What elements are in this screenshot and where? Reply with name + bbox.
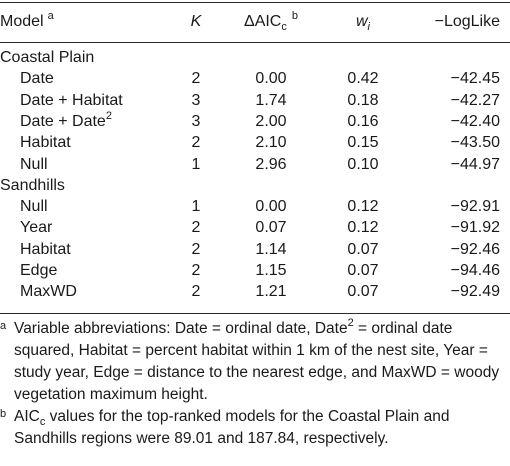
model-name: Null	[20, 155, 48, 173]
weight-value: 0.12	[347, 198, 379, 216]
table-row: Date 2 0.00 0.42 −42.45	[0, 67, 510, 91]
model-name: Habitat	[20, 240, 71, 258]
delta-aicc-value: 1.21	[255, 283, 287, 301]
delta-aicc-value: 2.00	[255, 112, 287, 130]
header-k: K	[190, 13, 202, 30]
table-row: Null 1 0.00 0.12 −92.91	[0, 195, 510, 219]
loglike-value: −44.97	[450, 155, 500, 173]
table-footnotes: a Variable abbreviations: Date = ordinal …	[0, 316, 510, 450]
header-rule	[0, 42, 510, 43]
model-name: Edge	[20, 262, 58, 279]
loglike-value: −92.49	[450, 283, 500, 301]
loglike-value: −43.50	[450, 134, 500, 152]
weight-value: 0.12	[347, 219, 379, 237]
header-model: Model a	[0, 9, 54, 30]
weight-value: 0.18	[347, 91, 379, 109]
weight-value: 0.16	[347, 112, 379, 130]
table-row: Null 1 2.96 0.10 −44.97	[0, 153, 510, 177]
k-value: 1	[191, 198, 201, 216]
model-name: Date + Date2	[20, 109, 112, 130]
k-value: 3	[191, 91, 201, 109]
loglike-value: −42.27	[450, 91, 500, 109]
weight-value: 0.15	[347, 134, 379, 152]
table-row: Date + Date2 3 2.00 0.16 −42.40	[0, 110, 510, 134]
header-weight: wi	[355, 13, 370, 34]
k-value: 1	[191, 155, 201, 173]
table-row: MaxWD 2 1.21 0.07 −92.49	[0, 280, 510, 304]
group-header: Sandhills	[0, 174, 510, 198]
delta-aicc-value: 0.00	[255, 198, 287, 216]
loglike-value: −91.92	[450, 219, 500, 237]
k-value: 3	[191, 112, 201, 130]
loglike-value: −94.46	[450, 262, 500, 279]
delta-aicc-value: 2.10	[255, 134, 287, 152]
table-row: Year 2 0.07 0.12 −91.92	[0, 216, 510, 240]
k-value: 2	[191, 70, 201, 88]
loglike-value: −92.46	[450, 240, 500, 258]
table-header: Model a K ΔAICcb wi −LogLike	[0, 10, 510, 34]
weight-value: 0.10	[347, 155, 379, 173]
delta-aicc-value: 2.96	[255, 155, 287, 173]
model-name: MaxWD	[20, 283, 77, 301]
loglike-value: −92.91	[450, 198, 500, 216]
bottom-rule	[0, 313, 510, 314]
model-name: Null	[20, 198, 48, 216]
table-row: Date + Habitat 3 1.74 0.18 −42.27	[0, 89, 510, 113]
group-label: Sandhills	[0, 176, 65, 194]
k-value: 2	[191, 283, 201, 301]
model-name: Date + Habitat	[20, 91, 123, 109]
group-header: Coastal Plain	[0, 46, 510, 70]
k-value: 2	[191, 134, 201, 152]
loglike-value: −42.40	[450, 112, 500, 130]
weight-value: 0.07	[347, 240, 379, 258]
table-row: Habitat 2 2.10 0.15 −43.50	[0, 131, 510, 155]
group-label: Coastal Plain	[0, 49, 95, 66]
footnote-a: a Variable abbreviations: Date = ordinal …	[0, 316, 500, 403]
header-delta-aicc: ΔAICcb	[244, 9, 298, 34]
delta-aicc-value: 0.07	[255, 219, 287, 237]
table-row: Edge 2 1.15 0.07 −94.46	[0, 259, 510, 283]
header-loglike: −LogLike	[434, 13, 500, 30]
loglike-value: −42.45	[450, 70, 500, 88]
table-row: Habitat 2 1.14 0.07 −92.46	[0, 238, 510, 262]
model-name: Year	[20, 219, 53, 237]
k-value: 2	[191, 262, 201, 279]
weight-value: 0.07	[347, 262, 379, 279]
delta-aicc-value: 1.14	[255, 240, 287, 258]
delta-aicc-value: 0.00	[255, 70, 287, 88]
delta-aicc-value: 1.15	[255, 262, 287, 279]
weight-value: 0.07	[347, 283, 379, 301]
weight-value: 0.42	[347, 70, 379, 88]
footnote-b: b AICc values for the top-ranked models f…	[0, 408, 450, 447]
delta-aicc-value: 1.74	[255, 91, 287, 109]
k-value: 2	[191, 240, 201, 258]
top-rule	[0, 2, 510, 3]
k-value: 2	[191, 219, 201, 237]
model-name: Habitat	[20, 134, 71, 152]
model-name: Date	[20, 70, 54, 88]
